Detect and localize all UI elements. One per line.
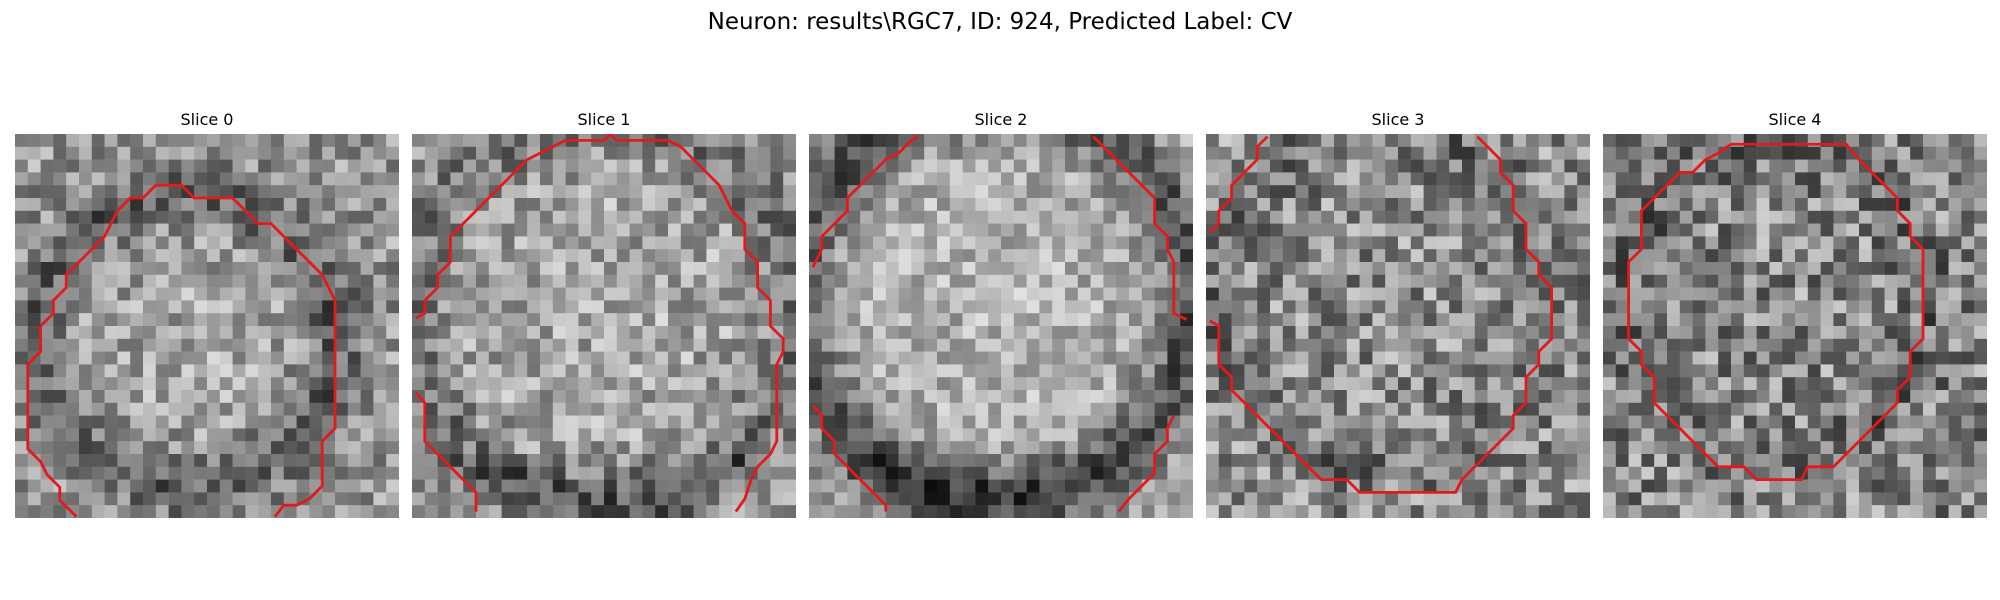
figure-title: Neuron: results\RGC7, ID: 924, Predicted… xyxy=(0,6,2000,38)
slice-panel-1: Slice 1 xyxy=(412,108,796,518)
pixel-grid xyxy=(1206,134,1590,518)
slice-image-2 xyxy=(809,134,1193,518)
slice-image-1 xyxy=(412,134,796,518)
slice-title: Slice 2 xyxy=(809,108,1193,132)
pixel-grid xyxy=(809,134,1193,518)
pixel-grid xyxy=(15,134,399,518)
slice-panel-4: Slice 4 xyxy=(1603,108,1987,518)
slice-title: Slice 0 xyxy=(15,108,399,132)
slice-title: Slice 1 xyxy=(412,108,796,132)
pixel-grid xyxy=(412,134,796,518)
slice-title: Slice 4 xyxy=(1603,108,1987,132)
slice-panel-2: Slice 2 xyxy=(809,108,1193,518)
slice-panel-3: Slice 3 xyxy=(1206,108,1590,518)
slice-image-3 xyxy=(1206,134,1590,518)
slice-image-0 xyxy=(15,134,399,518)
slice-panel-0: Slice 0 xyxy=(15,108,399,518)
slice-image-4 xyxy=(1603,134,1987,518)
slice-title: Slice 3 xyxy=(1206,108,1590,132)
